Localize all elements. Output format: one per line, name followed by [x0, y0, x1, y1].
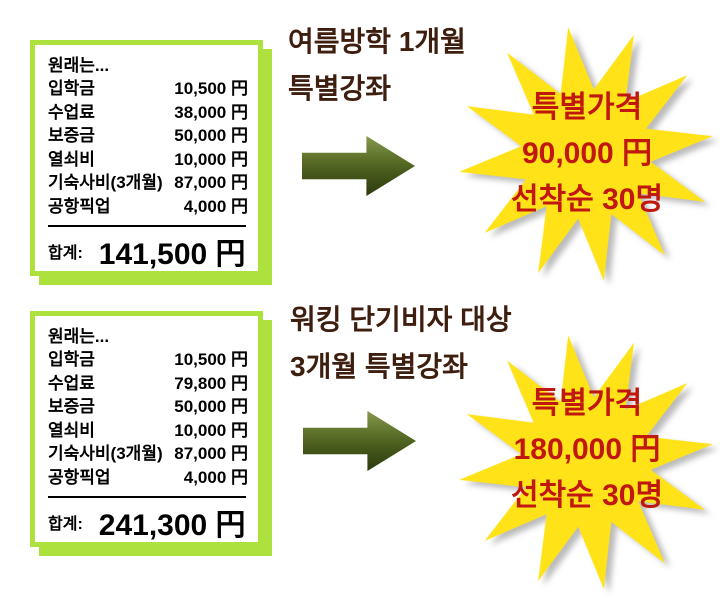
price-row-value: 10,000 円 — [174, 420, 248, 440]
total-row: 합계: 141,500 円 — [48, 229, 248, 273]
price-row-label: 보증금 — [48, 126, 95, 145]
total-label: 합계: — [48, 245, 83, 262]
starburst-icon — [459, 27, 713, 281]
price-row-value: 4,000 円 — [183, 467, 248, 487]
heading-line: 워킹 단기비자 대상 — [290, 304, 512, 335]
starburst-icon — [459, 335, 713, 589]
price-row: 보증금 50,000 円 — [48, 124, 248, 148]
summer-price-box: 원래는... 입학금 10,500 円 수업료 38,000 円 보증금 50,… — [30, 40, 263, 276]
price-row-value: 10,500 円 — [174, 350, 248, 369]
price-row: 입학금 10,500 円 — [48, 348, 248, 372]
summer-burst-text: 특별가격 90,000 円 선착순 30명 — [462, 85, 712, 223]
total-row: 합계: 241,300 円 — [48, 500, 248, 544]
price-row: 열쇠비 10,000 円 — [48, 419, 248, 443]
price-row: 공항픽업 4,000 円 — [48, 466, 248, 490]
price-row-label: 기숙사비(3개월) — [48, 444, 163, 463]
working-visa-course-heading: 워킹 단기비자 대상 3개월 특별강좌 — [290, 296, 512, 390]
price-row-label: 수업료 — [48, 373, 95, 393]
price-row-value: 38,000 円 — [174, 102, 248, 122]
burst-line-price-value: 180,000 円 — [513, 433, 661, 466]
price-box-intro: 원래는... — [48, 56, 110, 75]
working-visa-burst-text: 특별가격 180,000 円 선착순 30명 — [462, 381, 712, 519]
burst-line-price-title: 특별가격 — [531, 91, 643, 124]
price-row-label: 공항픽업 — [48, 196, 111, 216]
price-row-label: 입학금 — [48, 350, 95, 369]
price-row: 기숙사비(3개월) 87,000 円 — [48, 171, 248, 195]
heading-line: 3개월 특별강좌 — [290, 351, 468, 382]
burst-line-price-value: 90,000 円 — [521, 137, 653, 170]
price-row-value: 79,800 円 — [174, 373, 248, 393]
price-row: 수업료 38,000 円 — [48, 101, 248, 125]
price-row-value: 87,000 円 — [174, 444, 248, 463]
total-value: 141,500 円 — [98, 238, 246, 271]
price-row-value: 87,000 円 — [174, 173, 248, 192]
right-arrow-icon — [303, 411, 416, 471]
price-row: 공항픽업 4,000 円 — [48, 195, 248, 219]
working-visa-price-box: 원래는... 입학금 10,500 円 수업료 79,800 円 보증금 50,… — [30, 311, 263, 547]
right-arrow-icon — [302, 136, 415, 196]
price-row-label: 열쇠비 — [48, 420, 95, 440]
summer-course-heading: 여름방학 1개월 특별강좌 — [288, 18, 466, 112]
price-box-intro: 원래는... — [48, 327, 110, 346]
burst-line-price-title: 특별가격 — [531, 387, 643, 420]
total-label: 합계: — [48, 516, 83, 533]
price-row-label: 수업료 — [48, 102, 95, 122]
price-row-label: 보증금 — [48, 397, 95, 416]
price-row-label: 공항픽업 — [48, 467, 111, 487]
price-row: 보증금 50,000 円 — [48, 395, 248, 419]
total-divider — [48, 225, 246, 227]
price-row: 기숙사비(3개월) 87,000 円 — [48, 442, 248, 466]
price-row-value: 50,000 円 — [174, 397, 248, 416]
burst-line-capacity: 선착순 30명 — [510, 183, 664, 216]
price-row: 수업료 79,800 円 — [48, 372, 248, 396]
price-row-value: 50,000 円 — [174, 126, 248, 145]
total-value: 241,300 円 — [98, 509, 246, 542]
price-row: 열쇠비 10,000 円 — [48, 148, 248, 172]
price-row-label: 열쇠비 — [48, 149, 95, 169]
price-row-label: 기숙사비(3개월) — [48, 173, 163, 192]
burst-line-capacity: 선착순 30명 — [510, 479, 664, 512]
price-row: 입학금 10,500 円 — [48, 77, 248, 101]
heading-line: 여름방학 1개월 — [288, 26, 466, 57]
heading-line: 특별강좌 — [288, 73, 392, 104]
price-row-value: 10,000 円 — [174, 149, 248, 169]
total-divider — [48, 496, 246, 498]
price-row-value: 4,000 円 — [183, 196, 248, 216]
price-row-value: 10,500 円 — [174, 79, 248, 98]
price-row-label: 입학금 — [48, 79, 95, 98]
